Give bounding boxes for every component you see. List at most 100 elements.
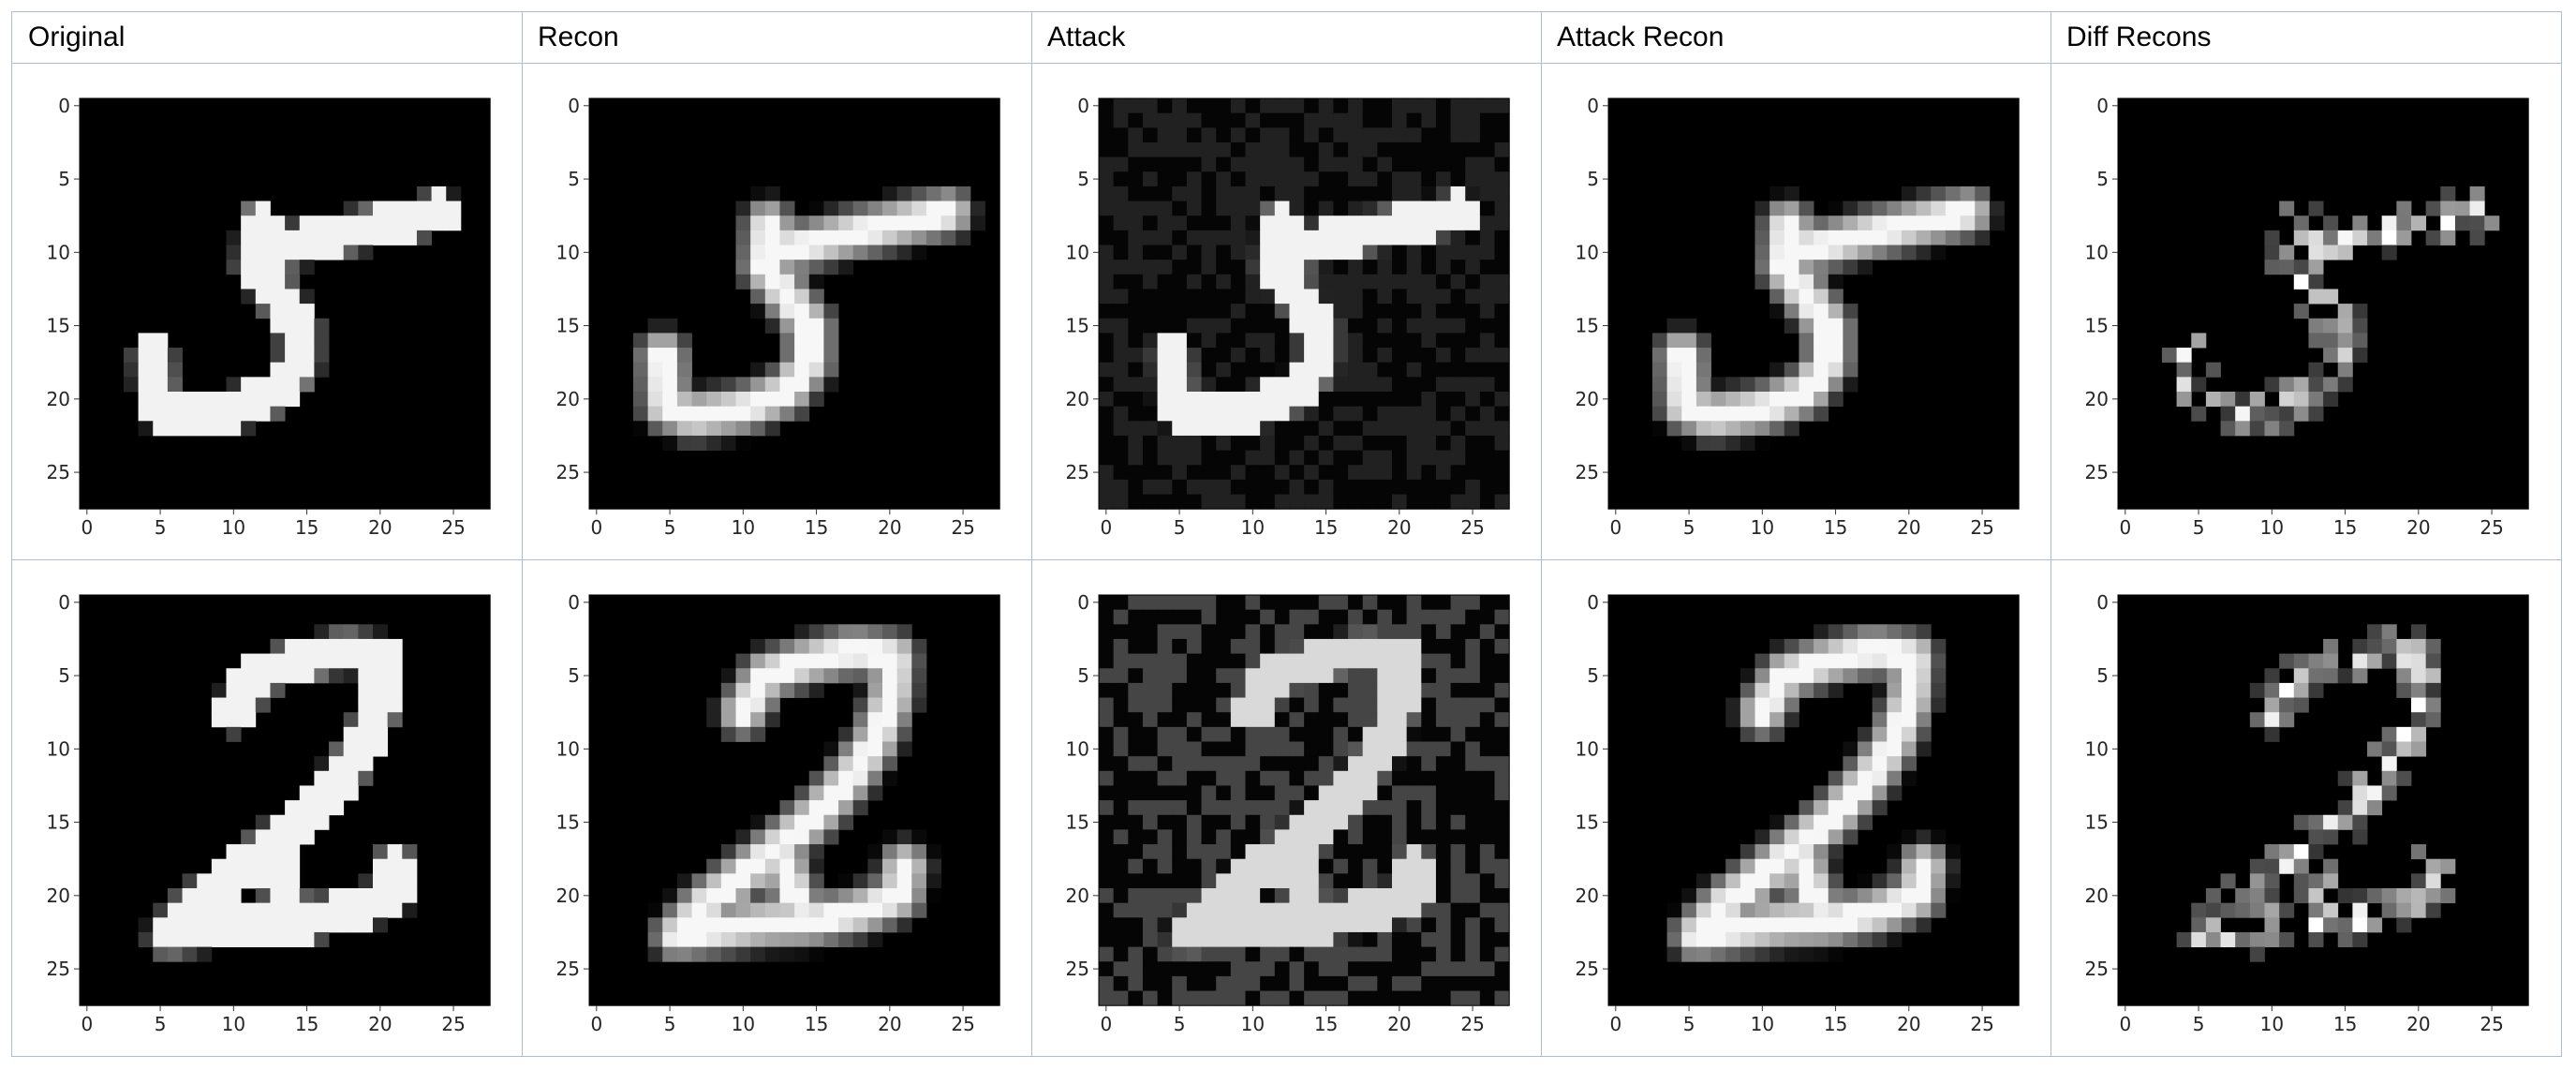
pixel [241,245,257,260]
pixel [1142,112,1158,128]
pixel [1113,741,1129,757]
pixel [1348,186,1364,201]
pixel [1406,785,1422,801]
pixel [1814,785,1829,801]
pixel [1186,215,1202,231]
pixel [1186,682,1202,698]
pixel [1304,245,1320,260]
pixel [226,873,242,889]
pixel [1740,406,1755,422]
pixel [1931,682,1947,698]
y-tick-label: 5 [1077,664,1089,687]
pixel [662,348,678,364]
pixel [1858,245,1873,260]
pixel [764,682,780,698]
y-tick-label: 10 [1576,737,1599,760]
pixel [226,406,242,422]
pixel [2381,770,2397,786]
pixel [720,697,736,713]
pixel [270,888,286,904]
pixel [1318,465,1334,481]
pixel [1902,638,1917,654]
pixel [2396,201,2412,216]
pixel [955,230,971,245]
pixel [1142,494,1158,510]
pixel [1260,186,1276,201]
pixel [416,186,432,201]
pixel [867,245,883,260]
pixel [1113,318,1129,334]
pixel [1828,902,1843,918]
pixel [1377,377,1393,393]
pixel [1392,917,1408,933]
pixel [1754,712,1770,728]
pixel [1406,260,1422,275]
pixel [764,289,780,305]
pixel [1289,362,1305,378]
pixel [314,318,330,334]
pixel [1450,392,1466,408]
pixel [270,873,286,889]
pixel [1769,844,1785,860]
pixel [211,682,227,698]
pixel [1725,946,1741,962]
pixel [2308,902,2324,918]
pixel [867,712,883,728]
pixel [1245,465,1261,481]
pixel [1274,697,1290,713]
pixel [1230,961,1246,977]
pixel [1099,712,1115,728]
pixel [2381,653,2397,669]
pixel [1157,888,1173,904]
pixel [1333,682,1349,698]
pixel [1377,435,1393,451]
pixel [764,697,780,713]
pixel [1113,112,1129,128]
pixel [1186,333,1202,349]
pixel [358,917,374,933]
pixel [1172,800,1188,816]
pixel [1099,494,1115,510]
pixel [1333,362,1349,378]
pixel [1113,770,1129,786]
pixel [1421,609,1437,625]
pixel [1494,858,1510,874]
pixel [896,230,912,245]
pixel [153,348,169,364]
pixel [750,726,766,742]
pixel [1216,289,1232,305]
pixel [2440,858,2456,874]
pixel [1435,260,1451,275]
pixel [1157,318,1173,334]
pixel [1858,785,1873,801]
pixel [852,902,868,918]
pixel [1799,377,1814,393]
pixel [794,829,810,845]
pixel [1201,770,1217,786]
pixel [1465,141,1481,157]
pixel [1392,814,1408,830]
pixel [1216,653,1232,669]
pixel [1142,421,1158,437]
pixel [358,756,374,772]
pixel [2308,245,2324,260]
pixel [808,814,824,830]
pixel [153,946,169,962]
pixel [1740,435,1755,451]
pixel [358,624,374,640]
pixel [1172,946,1188,962]
pixel [1421,756,1437,772]
pixel [299,888,315,904]
pixel [1245,595,1261,611]
pixel [1843,333,1858,349]
pixel [1406,961,1422,977]
pixel [823,756,839,772]
pixel [1377,682,1393,698]
pixel [1769,888,1785,904]
pixel [1113,245,1129,260]
x-tick-label: 15 [1824,1013,1847,1035]
pixel [882,917,898,933]
pixel [1975,230,1991,245]
pixel [153,917,169,933]
